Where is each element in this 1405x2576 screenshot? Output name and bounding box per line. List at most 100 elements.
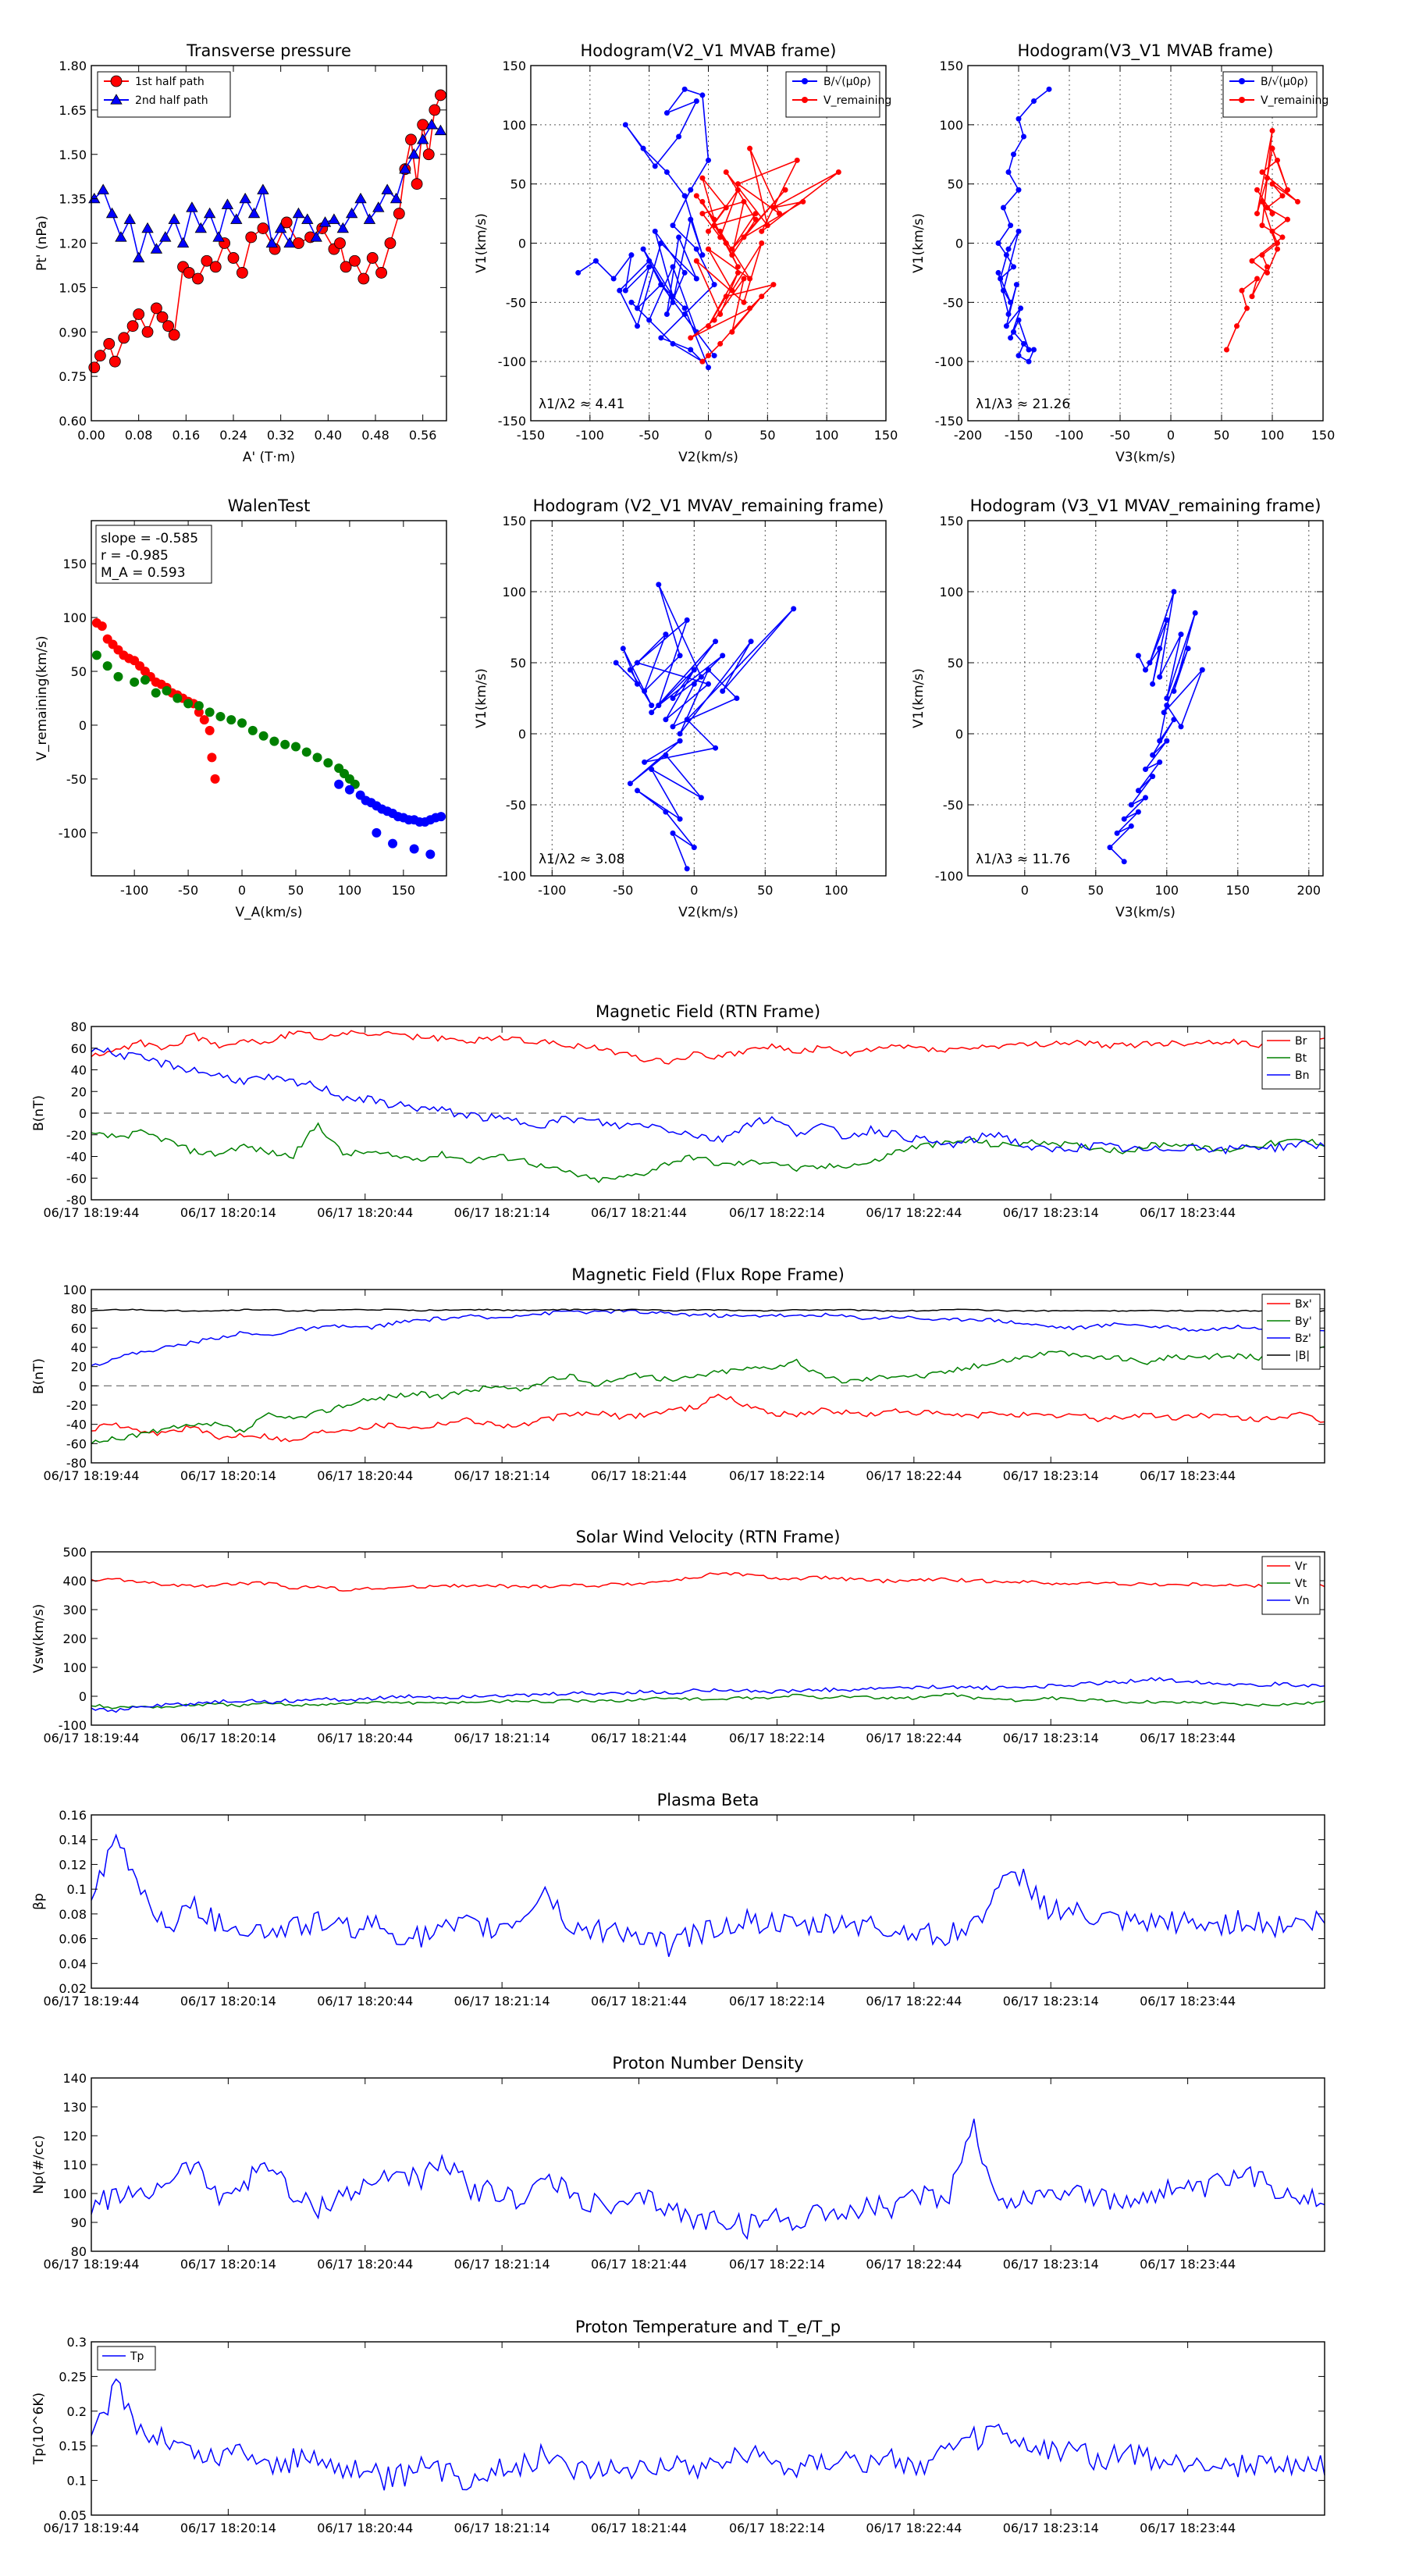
y-tick-label: 0 bbox=[79, 718, 87, 733]
data-point bbox=[713, 745, 719, 751]
y-tick-label: 50 bbox=[948, 177, 963, 192]
stats-line: r = -0.985 bbox=[101, 548, 169, 564]
data-point bbox=[627, 781, 633, 787]
data-point bbox=[393, 208, 405, 219]
data-point bbox=[1157, 759, 1163, 765]
data-point bbox=[1150, 681, 1156, 687]
data-point bbox=[399, 162, 411, 174]
data-point bbox=[1128, 802, 1134, 808]
data-point bbox=[711, 222, 717, 229]
data-point bbox=[635, 323, 640, 329]
data-point bbox=[1031, 347, 1037, 353]
data-point bbox=[389, 192, 403, 204]
y-tick-label: 1.50 bbox=[59, 148, 87, 162]
y-tick-label: -50 bbox=[943, 798, 963, 813]
data-point bbox=[656, 582, 662, 588]
data-point bbox=[770, 205, 777, 211]
data-point bbox=[759, 294, 765, 300]
chart-1: Transverse pressure 0.60 0.75 0.90 1.05 1.20 1… bbox=[34, 41, 447, 465]
data-point bbox=[429, 104, 441, 116]
data-point bbox=[1107, 845, 1113, 851]
data-point bbox=[635, 305, 640, 311]
y-axis-label: V1(km/s) bbox=[474, 213, 489, 273]
data-point bbox=[684, 717, 690, 723]
y-tick-label: 0.15 bbox=[59, 2439, 87, 2453]
data-point bbox=[663, 809, 669, 815]
data-point bbox=[141, 222, 154, 233]
data-point bbox=[1135, 809, 1141, 815]
data-point bbox=[649, 710, 655, 716]
x-tick-label: 0.56 bbox=[409, 428, 437, 443]
series-line-Bx' bbox=[91, 1393, 1325, 1443]
chart-title: Hodogram (V3_V1 MVAV_remaining frame) bbox=[970, 496, 1321, 516]
data-point bbox=[1013, 282, 1019, 288]
data-point bbox=[280, 216, 293, 229]
data-point bbox=[1008, 335, 1014, 341]
x-tick-label: 06/17 18:21:14 bbox=[454, 2521, 550, 2535]
y-tick-label: -150 bbox=[498, 414, 526, 429]
data-point bbox=[635, 788, 640, 794]
data-point bbox=[318, 216, 332, 227]
data-point bbox=[646, 317, 653, 323]
data-point bbox=[1269, 228, 1275, 234]
data-point bbox=[752, 211, 759, 217]
data-point bbox=[735, 269, 741, 276]
y-axis-label: B(nT) bbox=[31, 1358, 47, 1394]
y-tick-label: 100 bbox=[939, 585, 963, 600]
ratio-annotation: λ1/λ2 ≈ 4.41 bbox=[539, 397, 624, 412]
x-tick-label: 06/17 18:22:44 bbox=[866, 2257, 962, 2272]
data-point bbox=[711, 353, 717, 359]
data-point bbox=[274, 222, 287, 233]
data-point bbox=[108, 355, 121, 368]
y-tick-label: 0 bbox=[955, 727, 963, 742]
x-tick-label: 06/17 18:21:44 bbox=[591, 1205, 687, 1220]
legend-box bbox=[1261, 1556, 1321, 1615]
series-line-Bz' bbox=[91, 1308, 1325, 1367]
data-point bbox=[649, 767, 655, 772]
x-tick-label: 0 bbox=[1167, 428, 1175, 443]
data-point bbox=[782, 187, 788, 193]
data-point bbox=[1269, 181, 1275, 187]
x-tick-label: -100 bbox=[1055, 428, 1083, 443]
data-point bbox=[140, 675, 150, 685]
data-point bbox=[1150, 752, 1156, 758]
data-point bbox=[151, 302, 162, 315]
series-line-Bt bbox=[91, 1122, 1325, 1183]
series-red bbox=[1224, 127, 1300, 353]
chart-11: Proton Number Density 80 90 100 110 120 130 140… bbox=[31, 2054, 1325, 2272]
data-point bbox=[711, 317, 717, 323]
y-tick-label: 0.1 bbox=[67, 2474, 87, 2489]
y-axis-label: V1(km/s) bbox=[911, 213, 927, 273]
series-blue bbox=[613, 582, 797, 872]
x-tick-label: 06/17 18:20:44 bbox=[317, 1468, 413, 1483]
data-point bbox=[691, 845, 697, 851]
data-point bbox=[1171, 717, 1177, 723]
data-point bbox=[1295, 198, 1300, 205]
data-point bbox=[1234, 323, 1240, 329]
data-point bbox=[132, 251, 145, 263]
legend-marker bbox=[110, 94, 123, 105]
data-point bbox=[663, 752, 669, 758]
x-tick-label: 06/17 18:23:14 bbox=[1003, 1205, 1099, 1220]
data-point bbox=[1016, 187, 1022, 193]
y-tick-label: -80 bbox=[66, 1456, 87, 1471]
data-point bbox=[764, 222, 770, 229]
series-blue bbox=[995, 86, 1052, 365]
data-point bbox=[670, 724, 676, 730]
data-point bbox=[640, 246, 646, 252]
x-tick-label: 06/17 18:23:44 bbox=[1140, 1994, 1236, 2008]
x-tick-label: 06/17 18:22:44 bbox=[866, 1205, 962, 1220]
series-red bbox=[688, 145, 841, 365]
data-point bbox=[411, 178, 423, 190]
data-point bbox=[699, 358, 706, 365]
series-blue bbox=[88, 119, 447, 263]
data-point bbox=[1249, 258, 1255, 264]
data-point bbox=[1018, 305, 1024, 311]
data-point bbox=[159, 231, 172, 242]
data-point bbox=[663, 169, 670, 175]
data-point bbox=[1161, 710, 1167, 716]
y-tick-label: 1.80 bbox=[59, 59, 87, 73]
data-point bbox=[688, 216, 694, 222]
ratio-annotation: λ1/λ2 ≈ 3.08 bbox=[539, 852, 624, 867]
x-tick-label: 06/17 18:19:44 bbox=[43, 1731, 139, 1745]
